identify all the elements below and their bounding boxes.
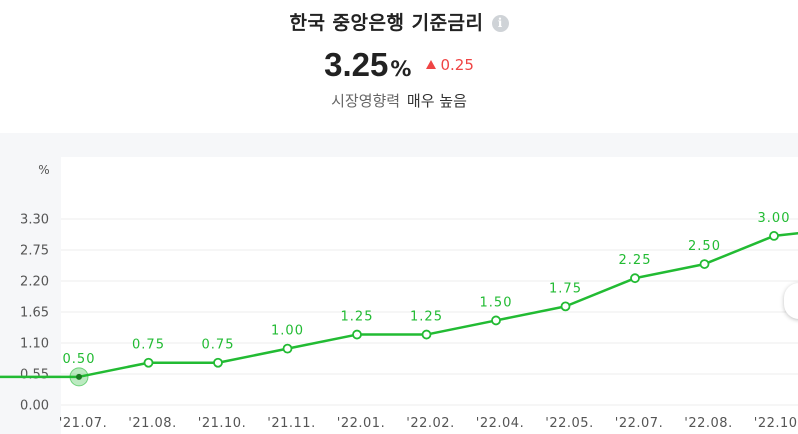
impact-label: 시장영향력	[331, 92, 401, 110]
plot-background	[61, 157, 798, 434]
data-point	[282, 343, 293, 354]
data-label: 0.75	[132, 338, 165, 353]
title-row: 한국 중앙은행 기준금리 i	[0, 8, 798, 35]
x-tick-label: '22.05.	[545, 416, 593, 431]
info-icon[interactable]: i	[491, 15, 509, 32]
data-point	[421, 329, 432, 340]
y-tick-label: 0.00	[20, 399, 49, 414]
data-label: 1.25	[410, 310, 443, 325]
data-point	[699, 259, 710, 269]
impact-row: 시장영향력 매우 높음	[0, 90, 798, 111]
up-arrow-icon	[426, 60, 437, 69]
rate-row: 3.25% 0.25	[0, 46, 798, 84]
rate-unit: %	[390, 57, 412, 81]
data-label: 2.25	[619, 253, 652, 268]
data-label: 3.00	[758, 211, 791, 226]
data-point	[560, 301, 571, 312]
x-tick-label: '21.11.	[267, 416, 315, 431]
data-point	[630, 273, 640, 284]
data-label: 1.75	[549, 281, 582, 296]
data-point	[76, 373, 82, 380]
x-tick-label: '21.08.	[128, 416, 176, 431]
data-point	[143, 357, 154, 368]
data-point	[352, 329, 362, 340]
y-tick-label: 2.20	[20, 275, 49, 290]
x-tick-label: '21.07.	[59, 416, 107, 431]
rate-change-value: 0.25	[440, 56, 474, 74]
x-tick-label: '22.10.	[754, 416, 798, 431]
y-tick-label: 1.65	[20, 306, 49, 321]
x-tick-label: '21.10.	[198, 416, 246, 431]
data-point	[491, 315, 501, 326]
data-point	[213, 357, 223, 368]
chart-title: 한국 중앙은행 기준금리	[289, 12, 484, 34]
data-label: 1.25	[341, 310, 374, 325]
impact-level: 매우 높음	[406, 92, 467, 110]
x-tick-label: '22.08.	[684, 416, 732, 431]
rate-header: 한국 중앙은행 기준금리 i 3.25% 0.25 시장영향력 매우 높음	[0, 0, 798, 133]
x-tick-label: '22.04.	[476, 416, 524, 431]
y-tick-label: 1.10	[20, 337, 49, 352]
data-label: 1.50	[480, 295, 513, 310]
data-point	[769, 231, 779, 241]
y-tick-label: 3.30	[20, 213, 49, 228]
x-tick-label: '22.07.	[615, 416, 663, 431]
y-tick-label: 2.75	[20, 244, 49, 259]
data-label: 0.50	[63, 352, 96, 367]
series-line	[0, 231, 798, 379]
rate-change: 0.25	[426, 56, 474, 74]
x-tick-label: '22.02.	[406, 416, 454, 431]
data-label: 1.00	[271, 324, 304, 339]
y-tick-label: 0.55	[20, 368, 49, 383]
y-axis-label: %	[38, 163, 49, 177]
rate-value: 3.25	[324, 46, 389, 83]
data-label: 0.75	[202, 338, 235, 353]
x-tick-label: '22.01.	[337, 416, 385, 431]
data-label: 2.50	[688, 239, 721, 254]
scroll-right-button[interactable]	[784, 283, 798, 319]
